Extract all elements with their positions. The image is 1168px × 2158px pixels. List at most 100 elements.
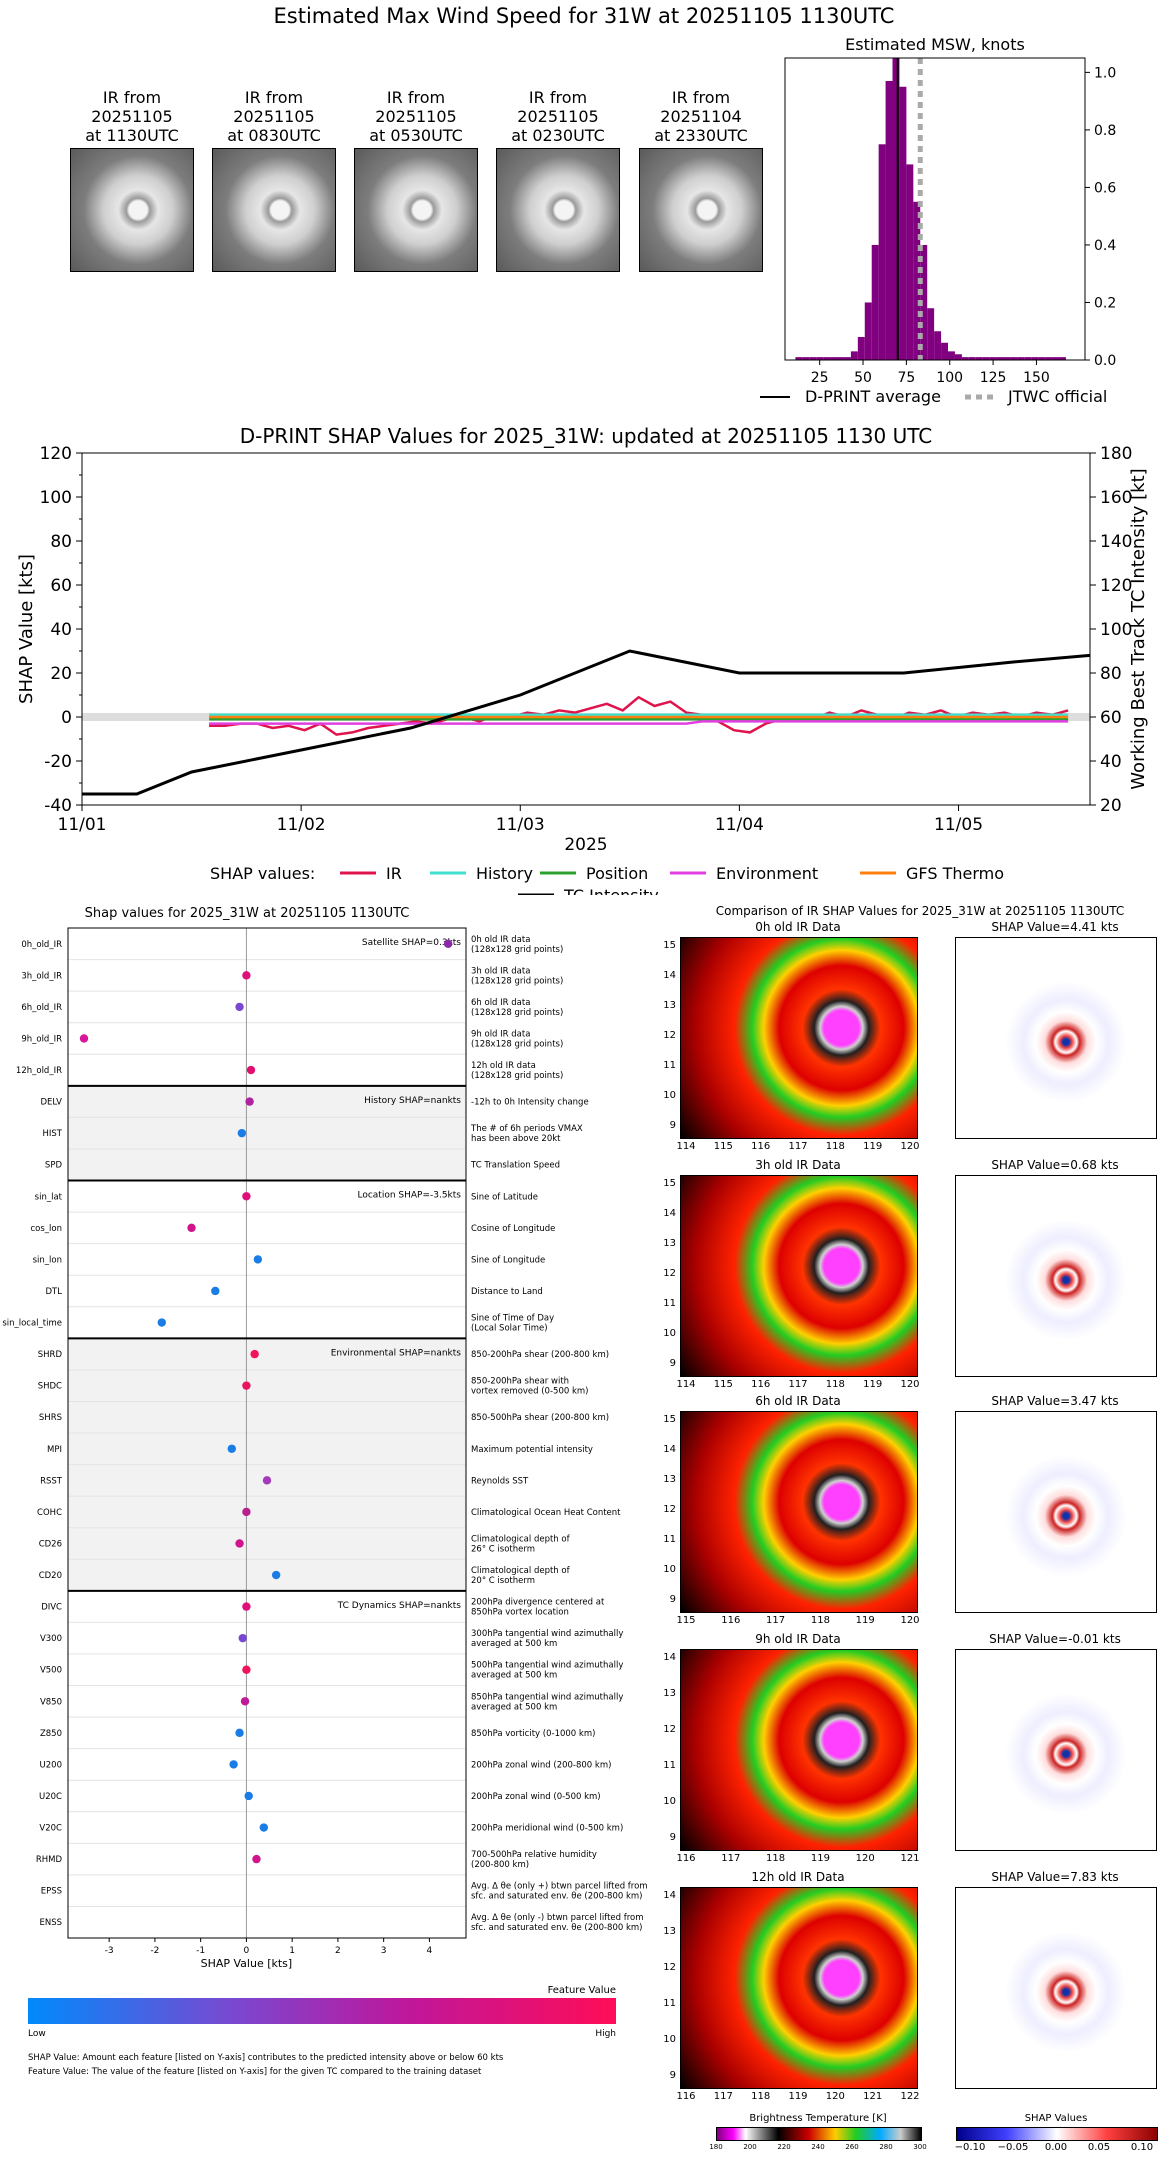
x-tick-label: 11/02 [277,815,326,835]
feature-name: 12h_old_IR [16,1066,62,1076]
feature-name: CD20 [39,1571,62,1581]
shap-colorbar [956,2127,1158,2141]
bt-colorbar-tick: 280 [879,2143,893,2151]
ir-y-tick-label: 13 [663,1688,676,1699]
y-tick-label: 0 [61,708,72,728]
histogram-bar [830,357,838,360]
feature-description: 26° C isotherm [471,1544,535,1554]
shap-map-image [955,1175,1157,1377]
bt-colorbar-tick: 300 [913,2143,927,2151]
ir-x-tick-label: 117 [788,1379,808,1390]
x-tick-label: 4 [427,1946,433,1956]
feature-name: 9h_old_IR [21,1034,62,1044]
histogram-bar [961,357,969,360]
feature-description: -12h to 0h Intensity change [471,1098,589,1108]
feature-description: Climatological Ocean Heat Content [471,1508,621,1518]
ir-x-tick-label: 118 [766,1853,786,1864]
feature-point [79,1034,89,1043]
ir-thumbnail-label: IR from 20251105 at 1130UTC [85,88,179,145]
histogram-bar [837,357,844,360]
ir-thumbnail-label: IR from 20251105 at 0230UTC [511,88,605,145]
histogram-bar [823,357,831,360]
y-tick-label: 0.8 [1094,123,1116,139]
ir-x-tick-label: 121 [863,2091,883,2102]
feature-description: 300hPa tangential wind azimuthally [471,1629,623,1639]
histogram-frame [784,57,1086,361]
ir-y-tick-label: 14 [663,970,676,981]
ir-thumbnail-image [496,148,620,272]
ir-y-tick-label: 14 [663,1890,676,1901]
y-tick-label: 60 [50,576,72,596]
feature-point [244,1791,253,1801]
feature-name: SHRD [38,1350,63,1360]
footnote: SHAP Value: Amount each feature [listed … [28,2053,504,2063]
feature-description: 200hPa meridional wind (0-500 km) [471,1824,623,1834]
ir-y-tick-label: 12 [663,1030,676,1041]
feature-description: Climatological depth of [471,1566,571,1576]
feature-description: Distance to Land [471,1287,543,1297]
x-tick-label: 11/01 [58,815,107,835]
ir-panel-title: 12h old IR Data [751,1870,845,1884]
x-tick-label: 11/04 [715,815,764,835]
feature-name: SHRS [39,1413,62,1423]
feature-point [253,1255,263,1264]
comparison-title: Comparison of IR SHAP Values for 2025_31… [715,904,1125,918]
feature-description: sfc. and saturated env. θe (200-800 km) [471,1923,643,1933]
feature-name: EPSS [41,1887,62,1897]
feature-value-colorbar [28,1998,616,2024]
ir-y-tick-label: 10 [663,1090,676,1101]
histogram-bar [885,81,893,360]
shap-map-image [955,1649,1157,1851]
feature-description: 6h old IR data [471,998,530,1008]
feature-point [235,1539,244,1548]
ir-x-tick-label: 116 [721,1615,741,1626]
ir-color-image [680,1649,918,1851]
histogram-bar [982,357,990,360]
feature-description: vortex removed (0-500 km) [471,1387,588,1397]
feature-description: Climatological depth of [471,1534,571,1544]
ir-x-tick-label: 116 [676,1853,696,1864]
feature-point [443,939,453,948]
ir-x-tick-label: 119 [863,1379,883,1390]
feature-name: sin_local_time [2,1319,62,1329]
shap-colorbar-tick: 0.00 [1044,2142,1068,2153]
ir-color-image [680,1887,918,2089]
feature-name: V20C [39,1824,62,1834]
shap-colorbar-tick: 0.05 [1087,2142,1111,2153]
y2-tick-label: 80 [1100,664,1122,684]
ir-thumbnail-image [212,148,336,272]
ir-panel-title: 6h old IR Data [755,1394,841,1408]
feature-name: DTL [46,1287,63,1297]
shap-panel-title: SHAP Value=0.68 kts [991,1158,1119,1172]
bt-colorbar-tick: 260 [845,2143,859,2151]
ir-x-tick-label: 120 [900,1379,920,1390]
histogram-bar [1024,357,1032,360]
ir-y-tick-label: 10 [663,1328,676,1339]
histogram-bar [1003,357,1011,360]
histogram-bar [968,357,976,360]
y-tick-label: 80 [50,532,72,552]
feature-description: Sine of Time of Day [471,1314,554,1324]
feature-description: 850hPa vortex location [471,1608,569,1618]
feature-name: RHMD [36,1855,63,1865]
histogram-bar [996,357,1004,360]
histogram-title: Estimated MSW, knots [845,35,1025,54]
ir-x-tick-label: 117 [721,1853,741,1864]
ir-y-tick-label: 14 [663,1444,676,1455]
y2-tick-label: 20 [1100,796,1122,816]
scatter-title: Shap values for 2025_31W at 20251105 113… [85,906,410,921]
shap-map-image [955,1411,1157,1613]
histogram-bar [927,308,935,360]
feature-name: SHDC [38,1382,62,1392]
ir-y-tick-label: 11 [663,1060,676,1071]
y2-tick-label: 60 [1100,708,1122,728]
ir-x-tick-label: 120 [900,1615,920,1626]
ir-y-tick-label: 10 [663,2034,676,2045]
ir-x-tick-label: 118 [810,1615,830,1626]
ir-x-tick-label: 121 [900,1853,920,1864]
y2-tick-label: 160 [1100,488,1132,508]
feature-point [245,1097,254,1106]
feature-point [252,1854,261,1864]
y-tick-label: 0.4 [1094,238,1116,254]
histogram-bar [899,86,907,360]
